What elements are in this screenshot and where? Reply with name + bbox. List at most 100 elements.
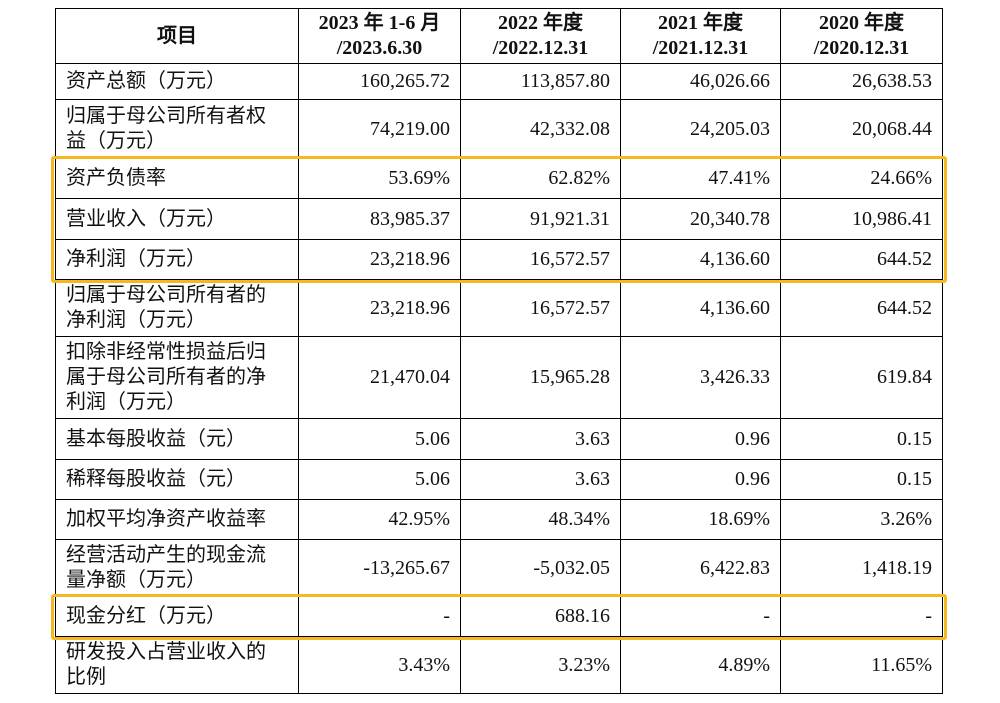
value-cell: 113,857.80 [460, 63, 621, 100]
value-cell: 20,068.44 [780, 99, 943, 159]
header-text: 2021 年度 [658, 12, 743, 34]
value-cell: 20,340.78 [620, 198, 781, 240]
cell-label: 经营活动产生的现金流量净额（万元） [66, 544, 266, 591]
value-cell: 24,205.03 [620, 99, 781, 159]
cell-value: 24.66% [870, 167, 932, 189]
cell-value: 47.41% [708, 167, 770, 189]
cell-value: 688.16 [555, 605, 610, 627]
cell-value: 48.34% [548, 508, 610, 530]
header-cell: 2022 年度/2022.12.31 [460, 8, 621, 64]
cell-value: 83,985.37 [370, 207, 450, 230]
value-cell: 4.89% [620, 636, 781, 694]
header-text: 2022 年度 [498, 12, 583, 34]
label-cell: 资产总额（万元） [55, 63, 299, 100]
table-row: 稀释每股收益（元） 5.06 3.63 0.96 0.15 [55, 459, 943, 500]
cell-value: 62.82% [548, 167, 610, 189]
header-text: /2021.12.31 [652, 37, 749, 59]
cell-label: 基本每股收益（元） [66, 427, 246, 450]
table-row: 归属于母公司所有者权益（万元） 74,219.00 42,332.08 24,205.… [55, 99, 943, 159]
label-cell: 归属于母公司所有者的净利润（万元） [55, 279, 299, 337]
cell-value: 20,340.78 [690, 207, 770, 230]
value-cell: 23,218.96 [298, 239, 461, 280]
cell-value: 6,422.83 [700, 556, 770, 579]
cell-value: 3,426.33 [700, 366, 770, 388]
value-cell: 83,985.37 [298, 198, 461, 240]
value-cell: -5,032.05 [460, 539, 621, 597]
value-cell: 3.43% [298, 636, 461, 694]
value-cell: 644.52 [780, 239, 943, 280]
cell-label: 归属于母公司所有者权益（万元） [66, 105, 266, 152]
cell-value: 11.65% [871, 653, 932, 676]
header-text: /2020.12.31 [813, 37, 910, 59]
value-cell: 3.26% [780, 499, 943, 540]
value-cell: 47.41% [620, 158, 781, 199]
value-cell: 6,422.83 [620, 539, 781, 597]
value-cell: 11.65% [780, 636, 943, 694]
value-cell: 42.95% [298, 499, 461, 540]
cell-value: - [763, 605, 770, 627]
value-cell: 42,332.08 [460, 99, 621, 159]
cell-value: 5.06 [415, 468, 450, 490]
header-cell: 2020 年度/2020.12.31 [780, 8, 943, 64]
cell-value: 3.63 [575, 427, 610, 450]
cell-value: 0.96 [735, 427, 770, 450]
header-cell: 2023 年 1-6 月/2023.6.30 [298, 8, 461, 64]
value-cell: 16,572.57 [460, 279, 621, 337]
cell-label: 现金分红（万元） [66, 605, 226, 627]
value-cell: 688.16 [460, 596, 621, 637]
cell-value: - [443, 605, 450, 627]
value-cell: 3.23% [460, 636, 621, 694]
label-cell: 基本每股收益（元） [55, 418, 299, 460]
cell-value: -5,032.05 [533, 556, 610, 579]
cell-value: 113,857.80 [520, 70, 610, 92]
cell-value: 0.15 [897, 427, 932, 450]
value-cell: 24.66% [780, 158, 943, 199]
header-text: /2023.6.30 [336, 37, 423, 59]
value-cell: 23,218.96 [298, 279, 461, 337]
value-cell: 619.84 [780, 336, 943, 419]
cell-value: 0.96 [735, 468, 770, 490]
value-cell: 91,921.31 [460, 198, 621, 240]
label-cell: 研发投入占营业收入的比例 [55, 636, 299, 694]
cell-value: 3.43% [398, 653, 450, 676]
header-text: 项目 [157, 24, 197, 47]
highlight-box [51, 593, 947, 640]
cell-value: 26,638.53 [852, 70, 932, 92]
data-table: 项目 2023 年 1-6 月/2023.6.30 2022 年度/2022.12.… [55, 8, 943, 694]
label-cell: 现金分红（万元） [55, 596, 299, 637]
value-cell: - [620, 596, 781, 637]
cell-value: 20,068.44 [852, 117, 932, 140]
value-cell: 16,572.57 [460, 239, 621, 280]
value-cell: 0.15 [780, 418, 943, 460]
table-row: 研发投入占营业收入的比例 3.43% 3.23% 4.89% 11.65% [55, 636, 943, 694]
value-cell: 74,219.00 [298, 99, 461, 159]
value-cell: 3.63 [460, 418, 621, 460]
cell-value: 3.23% [558, 653, 610, 676]
table-row: 基本每股收益（元） 5.06 3.63 0.96 0.15 [55, 418, 943, 460]
cell-value: 3.26% [880, 508, 932, 530]
value-cell: 21,470.04 [298, 336, 461, 419]
cell-label: 研发投入占营业收入的比例 [66, 641, 266, 688]
label-cell: 归属于母公司所有者权益（万元） [55, 99, 299, 159]
label-cell: 资产负债率 [55, 158, 299, 199]
cell-value: 53.69% [388, 167, 450, 189]
table-row: 营业收入（万元） 83,985.37 91,921.31 20,340.78 10,98… [55, 198, 943, 240]
cell-value: 160,265.72 [360, 70, 450, 92]
cell-value: 24,205.03 [690, 117, 770, 140]
cell-value: 21,470.04 [370, 366, 450, 388]
table-row: 现金分红（万元） - 688.16 - - [55, 596, 943, 637]
label-cell: 净利润（万元） [55, 239, 299, 280]
cell-label: 净利润（万元） [66, 248, 206, 270]
cell-value: 74,219.00 [370, 117, 450, 140]
cell-value: 5.06 [415, 427, 450, 450]
cell-value: -13,265.67 [363, 556, 450, 579]
cell-value: 4,136.60 [700, 248, 770, 270]
value-cell: 46,026.66 [620, 63, 781, 100]
cell-label: 扣除非经常性损益后归属于母公司所有者的净利润（万元） [66, 341, 266, 413]
cell-value: 91,921.31 [530, 207, 610, 230]
cell-label: 加权平均净资产收益率 [66, 508, 266, 530]
table-row: 净利润（万元） 23,218.96 16,572.57 4,136.60 644.52 [55, 239, 943, 280]
cell-value: 10,986.41 [852, 207, 932, 230]
cell-value: 46,026.66 [690, 70, 770, 92]
table-row: 资产总额（万元） 160,265.72 113,857.80 46,026.66 26,… [55, 63, 943, 100]
